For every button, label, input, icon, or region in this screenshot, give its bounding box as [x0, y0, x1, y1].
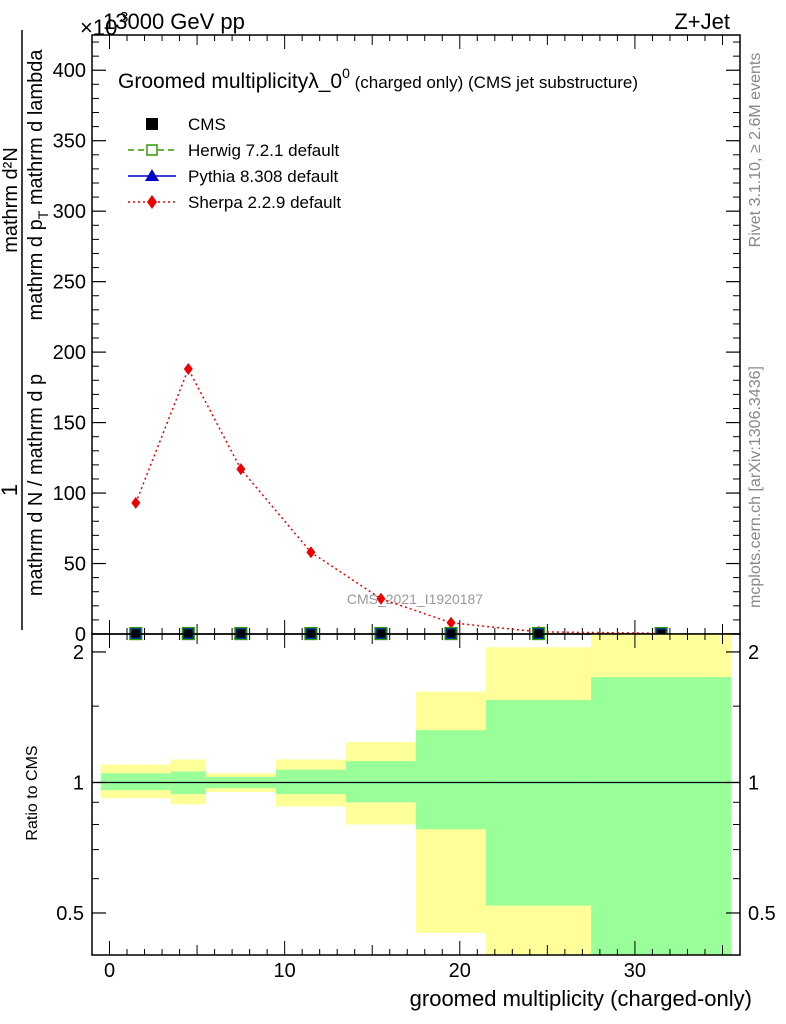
main-axis-tick-labels: 0 50 100 150 200 250 300 350 400	[53, 60, 86, 646]
green-band	[486, 699, 592, 906]
ratio-axis-tick-labels: 0.5 0.5 1 1 2 2	[56, 642, 776, 925]
legend-label: CMS	[188, 115, 226, 134]
green-band	[345, 761, 416, 803]
sherpa-point	[236, 463, 246, 476]
x-tick-label: 30	[624, 960, 646, 982]
y-tick-label: 250	[53, 272, 86, 294]
x-axis-tick-labels: 0 10 20 30	[104, 960, 646, 982]
y-tick-label: 200	[53, 342, 86, 364]
ratio-plot-frame	[91, 633, 741, 956]
ratio-y-label: Ratio to CMS	[24, 745, 41, 840]
legend: CMS Herwig 7.2.1 default Pythia 8.308 defa…	[128, 115, 341, 212]
ylabel-den: mathrm d N / mathrm d p	[25, 374, 47, 596]
ylabel-main-rest: mathrm d lambda	[25, 49, 47, 211]
x-axis-label: groomed multiplicity (charged-only)	[410, 986, 752, 1011]
mcplots-label: mcplots.cern.ch [arXiv:1306.3436]	[747, 366, 764, 608]
ratio-tick-label-right: 2	[748, 642, 759, 664]
sherpa-point	[131, 496, 141, 509]
y-tick-label: 0	[75, 624, 86, 646]
legend-marker-sherpa	[147, 195, 157, 209]
sherpa-point	[306, 546, 316, 559]
header-left: 13000 GeV pp	[103, 9, 245, 34]
legend-marker-herwig	[146, 144, 158, 156]
analysis-watermark: CMS_2021_I1920187	[347, 591, 483, 607]
y-tick-label: 50	[64, 554, 86, 576]
green-band	[591, 677, 732, 955]
sherpa-point	[376, 592, 386, 605]
exponent-label: ×10	[80, 15, 117, 40]
green-band	[416, 730, 487, 830]
svg-text:1: 1	[0, 484, 22, 496]
x-tick-label: 0	[104, 960, 115, 982]
chart-title: Groomed multiplicityλ_00 (charged only) …	[118, 65, 638, 93]
ylabel-main-bottom: mathrm d p	[25, 219, 47, 320]
svg-text:mathrm d²N: mathrm d²N	[0, 147, 22, 253]
main-axis-ticks	[92, 35, 740, 635]
svg-text:mathrm d N / mathrm d p: mathrm d N / mathrm d p	[25, 374, 47, 596]
rivet-label: Rivet 3.1.10, ≥ 2.6M events	[747, 53, 764, 248]
y-tick-label: 350	[53, 131, 86, 153]
sherpa-point	[183, 363, 193, 376]
green-band	[100, 773, 171, 791]
y-tick-label: 400	[53, 60, 86, 82]
ratio-tick-label-right: 1	[748, 772, 759, 794]
legend-label: Herwig 7.2.1 default	[188, 141, 339, 160]
x-tick-label: 10	[274, 960, 296, 982]
y-tick-label: 300	[53, 201, 86, 223]
legend-label: Sherpa 2.2.9 default	[188, 193, 341, 212]
y-tick-label: 100	[53, 483, 86, 505]
ratio-tick-label: 0.5	[56, 903, 84, 925]
ratio-tick-label: 2	[73, 642, 84, 664]
ratio-tick-label-right: 0.5	[748, 903, 776, 925]
x-tick-label: 20	[449, 960, 471, 982]
ratio-bands	[100, 634, 732, 955]
svg-text:mathrm d pT mathrm d lambda: mathrm d pT mathrm d lambda	[25, 49, 51, 321]
y-tick-label: 150	[53, 413, 86, 435]
ratio-tick-label: 1	[73, 772, 84, 794]
legend-label: Pythia 8.308 default	[188, 167, 339, 186]
exponent-power: 3	[120, 9, 128, 26]
sherpa-point	[446, 616, 456, 629]
y-axis-label: 1 mathrm d N / mathrm d p mathrm d²N mat…	[0, 30, 51, 630]
legend-marker-cms	[146, 118, 158, 130]
legend-marker-pythia	[145, 169, 159, 181]
ratio-axis-ticks	[92, 634, 740, 955]
header-right: Z+Jet	[674, 9, 730, 34]
ylabel-main-sub: T	[35, 210, 51, 219]
